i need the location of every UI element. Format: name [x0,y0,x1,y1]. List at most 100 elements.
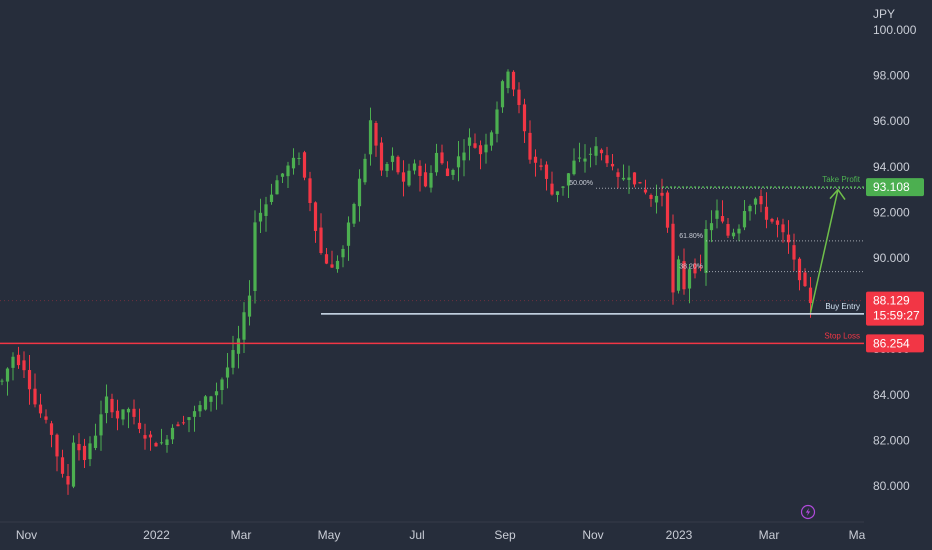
candle [511,70,516,97]
projection-arrow-head [829,188,846,201]
candle [720,200,725,224]
fib-level-label: 38.20% [679,264,703,271]
candle [687,264,692,304]
candle [99,400,103,451]
candle [170,424,175,445]
candle [759,189,763,213]
candle [236,325,241,369]
candle [396,155,400,175]
candle [214,382,219,410]
candle [55,433,59,472]
candle [49,420,54,448]
candle [539,158,543,171]
candle [445,161,450,177]
candle [115,399,120,431]
candle [5,367,10,396]
candle [269,183,274,205]
candle [104,384,109,424]
candle [286,161,290,188]
candle [308,171,312,212]
svg-text:15:59:27: 15:59:27 [873,309,920,323]
candle [357,169,362,222]
candle [176,421,180,427]
y-tick-label: 96.000 [873,114,910,128]
candle [77,433,81,461]
candle [121,409,125,426]
candle [264,196,268,232]
price-levels: Take Profit Buy Entry Stop Loss [0,175,864,345]
candle [220,377,224,405]
candle [583,144,587,173]
price-scale-panel[interactable] [864,0,932,522]
candle [132,399,136,425]
candle [330,250,334,269]
candle [506,69,510,94]
candle [126,407,131,429]
candle [478,140,483,170]
candle [247,280,252,326]
candle [638,181,642,184]
candle [363,153,367,185]
stop-loss-label: Stop Loss [824,331,860,340]
candle [346,216,351,261]
candle [82,438,87,468]
candle [352,202,356,228]
candle [60,449,65,478]
candle [280,172,285,184]
x-tick-label: May [318,528,341,542]
candle [616,168,620,189]
candle [588,147,593,168]
candle [374,120,378,157]
candle [192,405,197,432]
candle [682,248,686,295]
candle [203,394,208,411]
x-tick-label: Ma [849,528,866,542]
candle [726,218,730,239]
candle [495,101,499,143]
candle [291,148,296,175]
candle [16,346,21,369]
candle [22,351,26,378]
candle [533,149,538,177]
candle [253,210,257,304]
x-tick-label: Nov [582,528,603,542]
candle [731,228,736,239]
candle [88,436,92,467]
candle [44,409,48,424]
candle [451,168,455,180]
y-tick-label: 94.000 [873,160,910,174]
candle [209,395,213,412]
candle [66,463,70,495]
candle [456,140,461,182]
x-tick-label: Nov [16,528,37,542]
candle [781,218,785,243]
candle [770,217,774,224]
candle [324,247,329,265]
candle [748,204,752,221]
candle [148,430,153,451]
candle [577,142,582,163]
candle [599,148,604,161]
x-tick-label: Mar [759,528,780,542]
candle [38,393,43,418]
candle [181,415,186,425]
x-tick-label: 2023 [666,528,693,542]
candle [550,171,554,196]
candle [335,255,340,273]
lightning-icon[interactable] [800,504,816,520]
y-tick-label: 100.000 [873,23,917,37]
candle [110,393,114,418]
fib-level-label: 50.00% [569,180,593,187]
candle [500,79,505,113]
candle [434,143,439,176]
candle [544,161,549,191]
candle [522,98,527,144]
stop-loss-price-badge: 86.254 [866,334,924,353]
candle [93,423,98,451]
candle [187,417,191,433]
x-tick-label: Jul [409,528,424,542]
